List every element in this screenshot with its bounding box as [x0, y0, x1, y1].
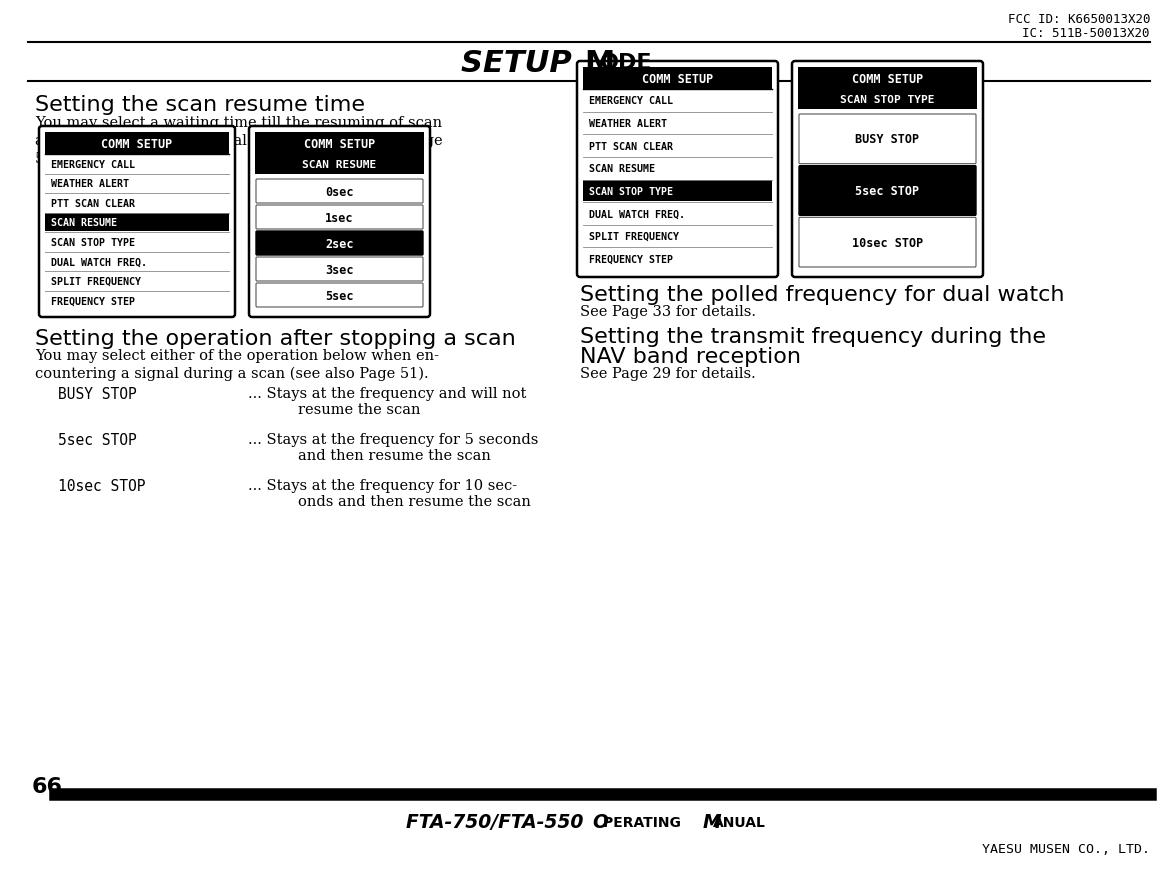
Text: Setting the transmit frequency during the: Setting the transmit frequency during th…: [580, 326, 1046, 347]
Text: FCC ID: K6650013X20: FCC ID: K6650013X20: [1007, 13, 1150, 26]
Text: DUAL WATCH FREQ.: DUAL WATCH FREQ.: [589, 209, 685, 219]
Text: 10sec STOP: 10sec STOP: [59, 478, 145, 493]
Text: ... Stays at the frequency for 10 sec-: ... Stays at the frequency for 10 sec-: [248, 478, 518, 493]
Text: SCAN RESUME: SCAN RESUME: [52, 218, 117, 228]
Text: DUAL WATCH FREQ.: DUAL WATCH FREQ.: [52, 257, 148, 267]
Text: Setting the polled frequency for dual watch: Setting the polled frequency for dual wa…: [580, 284, 1064, 305]
Text: BUSY STOP: BUSY STOP: [59, 386, 137, 401]
Text: COMM SETUP: COMM SETUP: [642, 72, 713, 86]
Text: after the encountered signal disappears (see also Page: after the encountered signal disappears …: [35, 134, 443, 148]
Text: SCAN RESUME: SCAN RESUME: [302, 160, 377, 170]
Text: COMM SETUP: COMM SETUP: [851, 72, 923, 86]
Text: WEATHER ALERT: WEATHER ALERT: [589, 119, 667, 129]
FancyBboxPatch shape: [256, 257, 423, 282]
Bar: [583, 68, 772, 90]
Text: ... Stays at the frequency for 5 seconds: ... Stays at the frequency for 5 seconds: [248, 433, 539, 446]
Text: SPLIT FREQUENCY: SPLIT FREQUENCY: [52, 276, 141, 286]
Text: SCAN STOP TYPE: SCAN STOP TYPE: [841, 95, 934, 105]
Text: YAESU MUSEN CO., LTD.: YAESU MUSEN CO., LTD.: [982, 842, 1150, 856]
FancyBboxPatch shape: [799, 166, 975, 216]
Bar: [44, 214, 230, 232]
FancyBboxPatch shape: [577, 62, 778, 278]
FancyBboxPatch shape: [256, 232, 423, 256]
Text: SCAN STOP TYPE: SCAN STOP TYPE: [589, 187, 673, 197]
Text: ODE: ODE: [600, 53, 652, 73]
Text: ... Stays at the frequency and will not: ... Stays at the frequency and will not: [248, 386, 527, 401]
Bar: [255, 133, 424, 155]
Text: BUSY STOP: BUSY STOP: [856, 133, 919, 147]
Text: 3sec: 3sec: [326, 263, 354, 276]
Text: 2sec: 2sec: [326, 237, 354, 250]
Text: and then resume the scan: and then resume the scan: [297, 449, 491, 462]
Text: SPLIT FREQUENCY: SPLIT FREQUENCY: [589, 232, 679, 241]
Text: Setting the scan resume time: Setting the scan resume time: [35, 95, 365, 114]
FancyBboxPatch shape: [256, 180, 423, 204]
Bar: [255, 155, 424, 175]
FancyBboxPatch shape: [256, 283, 423, 308]
Text: 51).: 51).: [35, 152, 63, 165]
FancyBboxPatch shape: [792, 62, 982, 278]
Text: 0sec: 0sec: [326, 185, 354, 198]
Text: PTT SCAN CLEAR: PTT SCAN CLEAR: [52, 198, 135, 208]
Text: FTA-750/FTA-550: FTA-750/FTA-550: [406, 813, 590, 831]
Text: SETUP: SETUP: [460, 48, 582, 78]
Text: EMERGENCY CALL: EMERGENCY CALL: [52, 159, 135, 170]
FancyBboxPatch shape: [39, 127, 235, 317]
Text: SCAN STOP TYPE: SCAN STOP TYPE: [52, 238, 135, 248]
Text: resume the scan: resume the scan: [297, 402, 420, 417]
Text: PTT SCAN CLEAR: PTT SCAN CLEAR: [589, 141, 673, 151]
Text: COMM SETUP: COMM SETUP: [102, 138, 172, 150]
Bar: [797, 90, 977, 110]
Text: 5sec STOP: 5sec STOP: [59, 433, 137, 448]
Bar: [797, 68, 977, 90]
Text: FREQUENCY STEP: FREQUENCY STEP: [589, 255, 673, 265]
Text: 10sec STOP: 10sec STOP: [851, 236, 923, 249]
Text: countering a signal during a scan (see also Page 51).: countering a signal during a scan (see a…: [35, 367, 429, 381]
Text: 66: 66: [32, 776, 63, 797]
FancyBboxPatch shape: [799, 114, 975, 164]
FancyBboxPatch shape: [799, 218, 975, 267]
Text: You may select a waiting time till the resuming of scan: You may select a waiting time till the r…: [35, 116, 443, 130]
Text: NAV band reception: NAV band reception: [580, 347, 801, 367]
Text: COMM SETUP: COMM SETUP: [304, 138, 375, 150]
Text: Setting the operation after stopping a scan: Setting the operation after stopping a s…: [35, 329, 515, 349]
Text: 5sec STOP: 5sec STOP: [856, 185, 919, 198]
Text: See Page 29 for details.: See Page 29 for details.: [580, 367, 755, 381]
Text: IC: 511B-50013X20: IC: 511B-50013X20: [1022, 27, 1150, 40]
Bar: [44, 133, 230, 155]
Text: O: O: [593, 813, 608, 831]
Text: EMERGENCY CALL: EMERGENCY CALL: [589, 97, 673, 106]
Bar: [583, 181, 772, 202]
Text: See Page 33 for details.: See Page 33 for details.: [580, 305, 756, 318]
Text: SCAN RESUME: SCAN RESUME: [589, 164, 655, 174]
Text: 5sec: 5sec: [326, 289, 354, 302]
Text: You may select either of the operation below when en-: You may select either of the operation b…: [35, 349, 439, 363]
FancyBboxPatch shape: [249, 127, 430, 317]
Text: WEATHER ALERT: WEATHER ALERT: [52, 179, 129, 189]
Text: onds and then resume the scan: onds and then resume the scan: [297, 494, 530, 509]
Text: M: M: [703, 813, 721, 831]
Text: M: M: [584, 48, 615, 78]
FancyBboxPatch shape: [256, 206, 423, 230]
Text: FREQUENCY STEP: FREQUENCY STEP: [52, 296, 135, 306]
Text: ANUAL: ANUAL: [713, 815, 766, 829]
Text: PERATING: PERATING: [603, 815, 686, 829]
Text: 1sec: 1sec: [326, 211, 354, 224]
